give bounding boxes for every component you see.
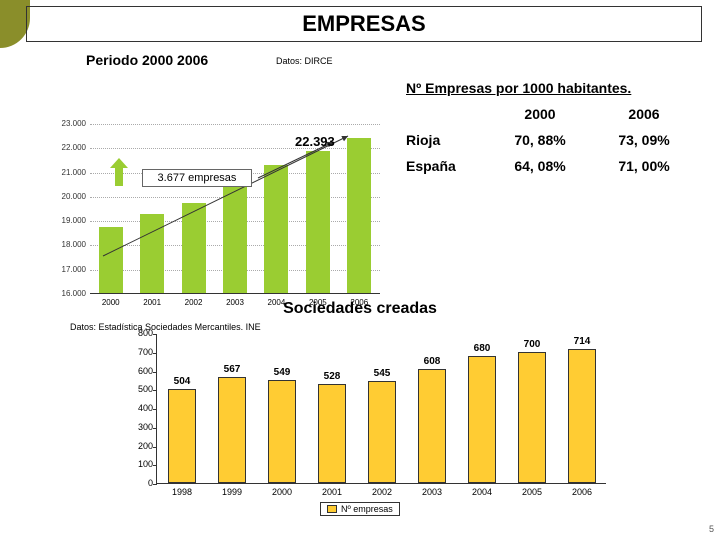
y-tick-label: 17.000 (52, 265, 86, 274)
x-tick-label: 2004 (457, 487, 507, 497)
bar-value-label: 528 (314, 371, 350, 382)
page-title-box: EMPRESAS (26, 6, 702, 42)
legend-label: Nº empresas (341, 504, 393, 514)
x-tick-label: 2000 (257, 487, 307, 497)
y-tick-label: 21.000 (52, 168, 86, 177)
y-tick-label: 700 (123, 347, 153, 357)
bar (347, 138, 371, 293)
x-tick-label: 2001 (307, 487, 357, 497)
bar (264, 165, 288, 293)
bar (99, 227, 123, 293)
bar (568, 349, 596, 483)
period-label: Periodo 2000 2006 (86, 52, 208, 68)
table-cell: 71, 00% (594, 158, 694, 174)
bar-value-label: 504 (164, 376, 200, 387)
chart2-legend: Nº empresas (320, 502, 400, 516)
page-title: EMPRESAS (302, 11, 425, 37)
table-header (406, 106, 486, 122)
y-tick-label: 300 (123, 422, 153, 432)
table-row-label: Rioja (406, 132, 486, 148)
bar-value-label: 714 (564, 336, 600, 347)
bar-value-label: 549 (264, 367, 300, 378)
bar (418, 369, 446, 483)
y-tick (153, 353, 157, 354)
x-tick-label: 1998 (157, 487, 207, 497)
y-tick (153, 372, 157, 373)
table-habitantes: Nº Empresas por 1000 habitantes. 2000200… (406, 80, 702, 174)
y-tick-label: 0 (123, 478, 153, 488)
chart2-plot: 0100200300400500600700800504199856719995… (156, 334, 606, 484)
bar (140, 214, 164, 293)
grid-line (90, 124, 380, 125)
y-tick (153, 334, 157, 335)
y-tick-label: 200 (123, 441, 153, 451)
bar (218, 377, 246, 483)
bar (168, 389, 196, 484)
x-tick-label: 2005 (507, 487, 557, 497)
bar-value-label: 608 (414, 356, 450, 367)
bar-value-label: 680 (464, 343, 500, 354)
x-tick-label: 2006 (557, 487, 607, 497)
y-tick-label: 20.000 (52, 192, 86, 201)
bar (223, 184, 247, 293)
y-tick-label: 800 (123, 328, 153, 338)
table-row-label: España (406, 158, 486, 174)
bar (368, 381, 396, 483)
x-tick-label: 2002 (357, 487, 407, 497)
page-number: 5 (709, 524, 714, 534)
table-cell: 70, 88% (490, 132, 590, 148)
bar (268, 380, 296, 483)
y-tick (153, 409, 157, 410)
chart1-plot: 16.00017.00018.00019.00020.00021.00022.0… (90, 124, 380, 294)
x-tick-label: 2003 (407, 487, 457, 497)
y-tick (153, 447, 157, 448)
growth-arrow-icon (110, 158, 128, 186)
table-header: 2006 (594, 106, 694, 122)
section2-title: Sociedades creadas (0, 300, 720, 318)
bar-value-label: 567 (214, 364, 250, 375)
bar-value-label: 700 (514, 339, 550, 350)
bar (518, 352, 546, 483)
y-tick-label: 23.000 (52, 119, 86, 128)
y-tick-label: 22.000 (52, 143, 86, 152)
annotation-final-value: 22.393 (295, 134, 335, 149)
table-header: 2000 (490, 106, 590, 122)
datos-label-1: Datos: DIRCE (276, 56, 333, 66)
bar-value-label: 545 (364, 368, 400, 379)
y-tick (153, 428, 157, 429)
annotation-delta: 3.677 empresas (142, 169, 252, 187)
table-cell: 73, 09% (594, 132, 694, 148)
bar (182, 203, 206, 293)
bar (318, 384, 346, 483)
table-title: Nº Empresas por 1000 habitantes. (406, 80, 702, 96)
datos-label-2: Datos: Estadística Sociedades Mercantile… (70, 322, 261, 332)
y-tick (153, 390, 157, 391)
chart-empresas: 16.000 17.000 18.000 19.000 20.000 21.000 22.0… (52, 114, 392, 314)
y-tick-label: 19.000 (52, 216, 86, 225)
grid-line (90, 148, 380, 149)
y-tick-label: 600 (123, 366, 153, 376)
y-tick (153, 484, 157, 485)
bar (306, 151, 330, 293)
y-tick-label: 500 (123, 384, 153, 394)
bar (468, 356, 496, 484)
chart-sociedades: 0100200300400500600700800504199856719995… (120, 334, 620, 514)
x-tick-label: 1999 (207, 487, 257, 497)
y-tick (153, 465, 157, 466)
table-cell: 64, 08% (490, 158, 590, 174)
y-tick-label: 100 (123, 459, 153, 469)
y-tick-label: 16.000 (52, 289, 86, 298)
y-tick-label: 18.000 (52, 240, 86, 249)
y-tick-label: 400 (123, 403, 153, 413)
